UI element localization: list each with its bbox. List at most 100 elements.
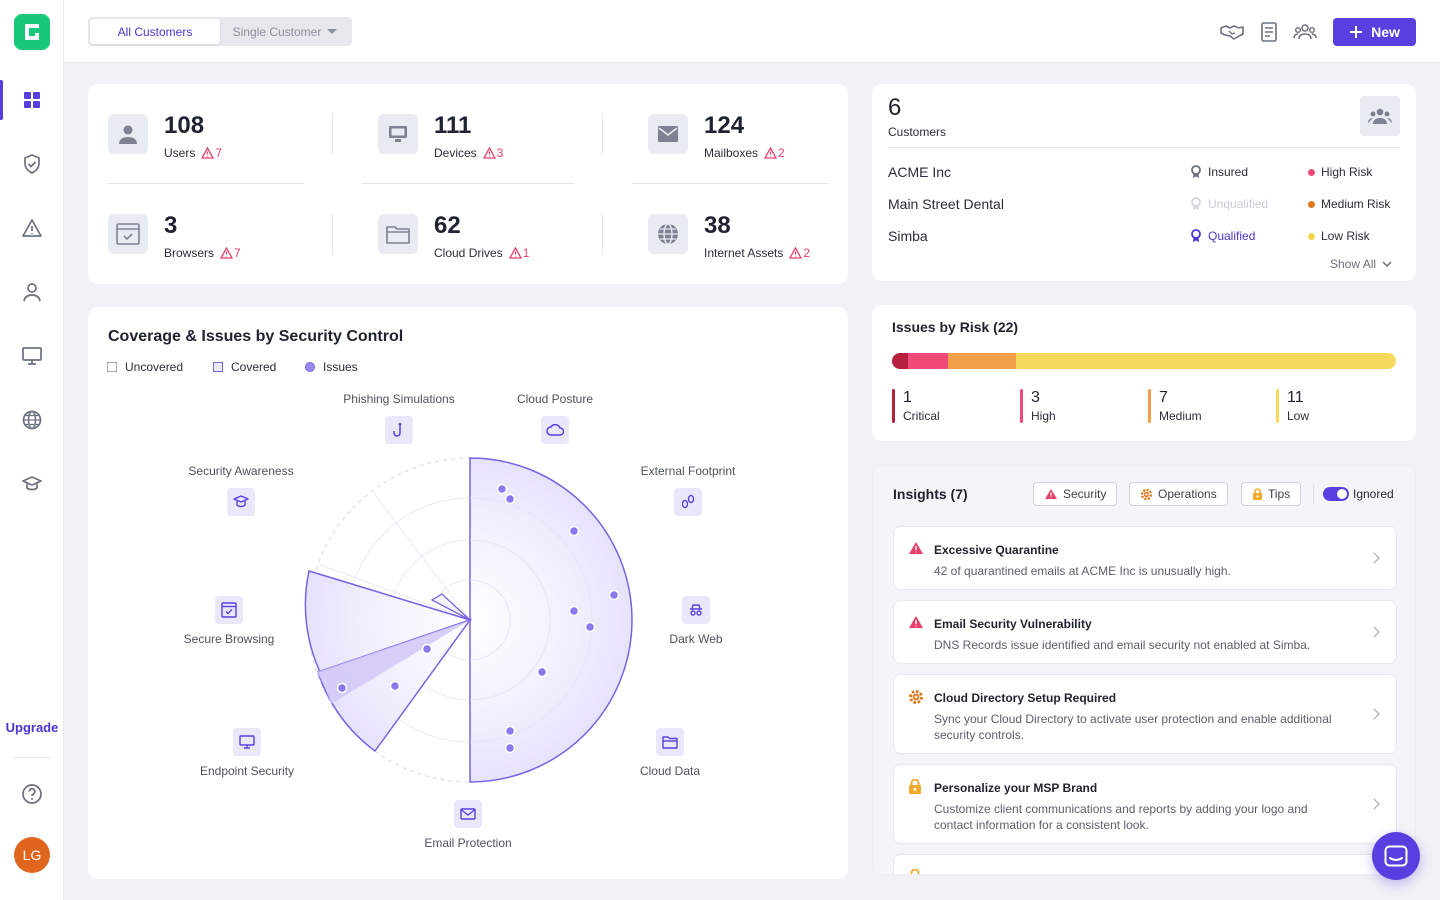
issue-dot[interactable] xyxy=(584,621,596,633)
browser-icon[interactable] xyxy=(215,596,243,624)
warning-icon xyxy=(1045,489,1057,499)
insight-item[interactable]: Excessive Quarantine 42 of quarantined e… xyxy=(893,526,1397,590)
customer-scope-toggle: All Customers Single Customer xyxy=(88,17,352,46)
risk-low[interactable]: 11 Low xyxy=(1276,389,1309,423)
filter-security-label: Security xyxy=(1063,487,1107,501)
filter-operations[interactable]: Operations xyxy=(1129,482,1228,506)
nav-alerts[interactable] xyxy=(0,208,64,248)
new-button-label: New xyxy=(1371,24,1400,40)
issue-dot[interactable] xyxy=(496,483,508,495)
risk-medium[interactable]: 7 Medium xyxy=(1148,389,1202,423)
spy-icon[interactable] xyxy=(682,596,710,624)
monitor-icon[interactable] xyxy=(233,728,261,756)
customers-users-icon[interactable] xyxy=(1360,96,1400,136)
issue-dot[interactable] xyxy=(421,643,433,655)
issue-dot[interactable] xyxy=(389,680,401,692)
stat-internet-assets-label: Internet Assets xyxy=(704,246,784,260)
globe-icon xyxy=(648,214,688,254)
nav-dashboard[interactable] xyxy=(0,80,64,120)
warning-icon xyxy=(764,147,778,159)
user-avatar[interactable]: LG xyxy=(14,837,50,873)
insight-description: Customize client communications and repo… xyxy=(934,802,1308,832)
show-all-button[interactable]: Show All xyxy=(1330,257,1392,271)
stat-mailboxes[interactable]: 124 Mailboxes 2 xyxy=(648,112,868,174)
app-logo[interactable] xyxy=(14,14,50,50)
issue-dot[interactable] xyxy=(504,725,516,737)
legend-label: Covered xyxy=(231,360,277,374)
customer-row[interactable]: Main Street Dental Unqualified Medium Ri… xyxy=(888,196,1400,216)
stat-cloud-drives[interactable]: 62 Cloud Drives 1 xyxy=(378,212,598,274)
stat-devices[interactable]: 111 Devices 3 xyxy=(378,112,598,174)
nav-help[interactable] xyxy=(0,774,64,814)
issue-dot[interactable] xyxy=(504,493,516,505)
stat-users[interactable]: 108 Users 7 xyxy=(108,112,328,174)
tab-single-customer[interactable]: Single Customer xyxy=(220,19,350,44)
nav-training[interactable] xyxy=(0,464,64,504)
risk-critical[interactable]: 1 Critical xyxy=(892,389,940,423)
issue-dot[interactable] xyxy=(504,742,516,754)
new-button[interactable]: New xyxy=(1333,18,1416,46)
risk-dot xyxy=(1308,168,1315,176)
graduation-cap-icon[interactable] xyxy=(227,488,255,516)
mail-icon[interactable] xyxy=(454,800,482,828)
control-label-email-protection: Email Protection xyxy=(424,836,512,850)
handshake-icon[interactable] xyxy=(1220,20,1244,44)
customer-name: ACME Inc xyxy=(888,164,952,180)
stat-devices-value: 111 xyxy=(434,112,472,139)
filter-security[interactable]: Security xyxy=(1033,482,1118,506)
upgrade-link[interactable]: Upgrade xyxy=(5,720,59,735)
filter-tips[interactable]: Tips xyxy=(1241,482,1302,506)
footprint-icon[interactable] xyxy=(674,488,702,516)
stat-users-label-row: Users 7 xyxy=(164,146,222,160)
nav-internet[interactable] xyxy=(0,400,64,440)
fish-hook-icon[interactable] xyxy=(385,416,413,444)
risk-marker xyxy=(1276,389,1279,423)
issue-dot[interactable] xyxy=(336,682,348,694)
insurance-status: Insured xyxy=(1190,165,1248,179)
sector-rings xyxy=(469,497,593,743)
issue-dot[interactable] xyxy=(568,605,580,617)
stat-browsers[interactable]: 3 Browsers 7 xyxy=(108,212,328,274)
stat-devices-label-row: Devices 3 xyxy=(434,146,503,160)
nav-security[interactable] xyxy=(0,144,64,184)
issue-dot[interactable] xyxy=(536,666,548,678)
mail-icon xyxy=(648,114,688,154)
risk-high-label: High xyxy=(1031,409,1056,423)
risk-marker xyxy=(1148,389,1151,423)
chat-icon xyxy=(1384,845,1408,867)
insight-description: DNS Records issue identified and email s… xyxy=(934,638,1311,652)
ignored-toggle[interactable]: Ignored xyxy=(1323,487,1394,501)
risk-high[interactable]: 3 High xyxy=(1020,389,1056,423)
chat-launcher-button[interactable] xyxy=(1372,832,1420,880)
document-icon[interactable] xyxy=(1257,20,1281,44)
issue-dot[interactable] xyxy=(608,589,620,601)
sidebar-divider xyxy=(14,757,50,758)
nav-devices[interactable] xyxy=(0,336,64,376)
customer-row[interactable]: ACME Inc Insured High Risk xyxy=(888,164,1400,184)
stat-mailboxes-label: Mailboxes xyxy=(704,146,759,160)
warning-icon xyxy=(508,247,522,259)
stat-internet-assets[interactable]: 38 Internet Assets 2 xyxy=(648,212,868,274)
topbar: All Customers Single Customer New xyxy=(64,0,1440,63)
insight-item[interactable]: Email Security Vulnerability DNS Records… xyxy=(893,600,1397,664)
insight-item[interactable] xyxy=(893,854,1397,874)
folder-icon[interactable] xyxy=(656,728,684,756)
customer-row[interactable]: Simba Qualified Low Risk xyxy=(888,228,1400,248)
users-group-icon[interactable] xyxy=(1293,20,1317,44)
insight-item[interactable]: Personalize your MSP Brand Customize cli… xyxy=(893,764,1397,844)
customer-name: Simba xyxy=(888,228,928,244)
risk-critical-value: 1 xyxy=(903,389,912,406)
issue-dot[interactable] xyxy=(568,525,580,537)
legend-label: Uncovered xyxy=(125,360,184,374)
stat-users-warn-count: 7 xyxy=(215,146,223,160)
divider xyxy=(108,183,304,184)
stat-internet-assets-warning: 2 xyxy=(789,246,810,260)
risk-bar-medium xyxy=(948,353,1016,369)
covered-sector-awareness xyxy=(430,593,471,621)
nav-users[interactable] xyxy=(0,272,64,312)
cloud-icon[interactable] xyxy=(541,416,569,444)
insight-item[interactable]: Cloud Directory Setup Required Sync your… xyxy=(893,674,1397,754)
tab-all-customers[interactable]: All Customers xyxy=(90,19,220,44)
warning-icon xyxy=(482,147,496,159)
stat-mailboxes-warning: 2 xyxy=(764,146,785,160)
